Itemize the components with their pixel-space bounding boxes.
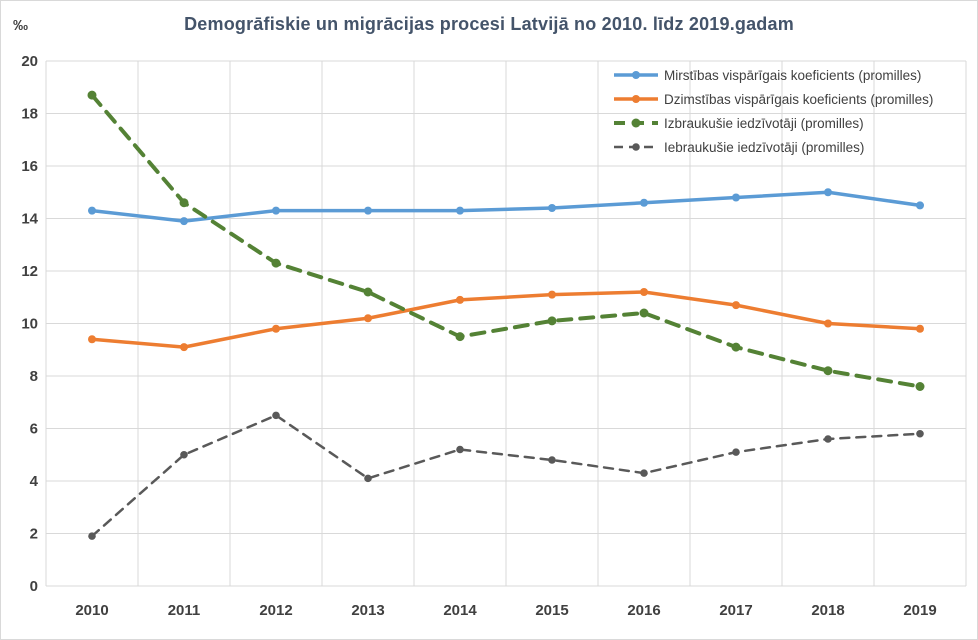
data-point <box>364 206 372 215</box>
x-tick-label: 2017 <box>719 602 752 619</box>
y-tick-label: 20 <box>21 53 38 70</box>
y-tick-label: 16 <box>21 158 38 175</box>
y-tick-label: 12 <box>21 263 38 280</box>
data-point <box>732 448 740 456</box>
y-axis-unit-label: ‰ <box>13 17 28 34</box>
data-point <box>272 206 280 215</box>
series-line <box>90 190 922 223</box>
data-point <box>364 314 372 323</box>
legend-label: Dzimstības vispārīgais koeficients (prom… <box>664 91 934 107</box>
data-point <box>824 435 832 443</box>
data-point <box>916 324 924 333</box>
x-tick-label: 2014 <box>443 602 477 619</box>
data-point <box>548 290 556 299</box>
data-point <box>731 342 741 352</box>
y-tick-label: 14 <box>21 211 38 228</box>
data-point <box>640 288 648 296</box>
x-tick-label: 2013 <box>351 602 384 619</box>
legend-dashed-line-sample <box>614 118 658 128</box>
x-tick-label: 2012 <box>259 602 292 619</box>
legend-dashed-line-sample <box>614 143 658 151</box>
y-tick-label: 2 <box>30 526 38 543</box>
data-point <box>916 429 924 438</box>
series-line <box>90 93 922 389</box>
x-tick-label: 2019 <box>903 602 936 619</box>
data-point <box>456 445 464 454</box>
data-point <box>547 316 557 326</box>
chart-legend: Mirstības vispārīgais koeficients (promi… <box>613 63 933 159</box>
data-point <box>915 382 925 391</box>
x-tick-label: 2018 <box>811 602 844 619</box>
data-point <box>364 474 372 483</box>
data-point <box>916 201 924 210</box>
legend-marker <box>632 71 640 79</box>
data-point <box>87 90 97 100</box>
x-tick-label: 2015 <box>535 602 568 619</box>
legend-item-immigrants: Iebraukušie iedzīvotāji (promilles) <box>613 135 933 159</box>
legend-marker <box>632 95 640 103</box>
legend-marker <box>632 143 640 151</box>
data-point <box>824 188 832 197</box>
data-point <box>180 217 188 226</box>
data-point <box>823 366 833 376</box>
y-tick-label: 10 <box>21 316 38 333</box>
data-point <box>456 295 464 304</box>
data-point <box>88 206 96 215</box>
legend-item-mortality: Mirstības vispārīgais koeficients (promi… <box>613 63 933 87</box>
data-point <box>179 198 189 208</box>
data-point <box>180 343 188 352</box>
data-point <box>548 456 556 464</box>
chart-title: Demogrāfiskie un migrācijas procesi Latv… <box>184 14 794 34</box>
data-point <box>640 469 648 477</box>
y-tick-label: 0 <box>30 578 38 595</box>
data-point <box>88 335 96 344</box>
data-point <box>639 308 649 318</box>
data-point <box>456 206 464 215</box>
legend-label: Iebraukušie iedzīvotāji (promilles) <box>664 139 865 155</box>
x-tick-label: 2016 <box>627 602 660 619</box>
y-tick-label: 4 <box>30 473 39 490</box>
data-point <box>88 532 96 540</box>
series-line <box>90 414 922 538</box>
data-point <box>732 193 740 202</box>
data-point <box>640 198 648 207</box>
y-tick-label: 18 <box>21 106 38 123</box>
data-point <box>732 301 740 310</box>
data-point <box>180 450 188 459</box>
x-tick-label: 2011 <box>168 602 201 619</box>
series-line <box>90 290 922 349</box>
data-point <box>824 319 832 328</box>
y-tick-label: 8 <box>30 368 38 385</box>
x-tick-label: 2010 <box>75 602 108 619</box>
y-tick-label: 6 <box>30 421 38 438</box>
legend-label: Izbraukušie iedzīvotāji (promilles) <box>664 115 864 131</box>
data-point <box>272 411 280 420</box>
legend-label: Mirstības vispārīgais koeficients (promi… <box>664 67 922 83</box>
legend-solid-line-sample <box>614 95 658 103</box>
data-point <box>363 287 373 297</box>
legend-solid-line-sample <box>614 71 658 79</box>
data-point <box>455 332 465 342</box>
legend-item-natality: Dzimstības vispārīgais koeficients (prom… <box>613 87 933 111</box>
data-point <box>272 324 280 333</box>
data-point <box>548 204 556 212</box>
data-point <box>271 258 281 268</box>
legend-item-emigrants: Izbraukušie iedzīvotāji (promilles) <box>613 111 933 135</box>
legend-marker <box>631 118 641 128</box>
